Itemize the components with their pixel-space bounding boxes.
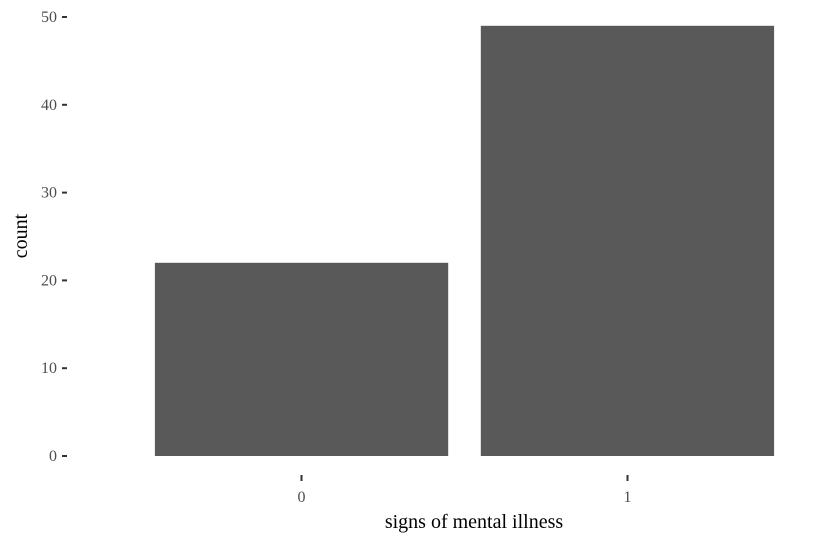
bar-0 [154,262,449,456]
x-tick-label-1: 1 [624,489,632,506]
bars-layer [154,25,775,457]
y-tick-label-10: 10 [41,360,57,377]
y-tick-label-20: 20 [41,272,57,289]
y-axis: 0 10 20 30 40 50 [41,9,67,465]
x-tick-label-0: 0 [298,489,306,506]
y-tick-label-30: 30 [41,185,57,202]
y-axis-title: count [10,213,32,258]
x-axis-title: signs of mental illness [385,511,564,533]
y-tick-label-50: 50 [41,9,57,26]
y-tick-label-40: 40 [41,97,57,114]
y-tick-label-0: 0 [49,448,57,465]
bar-1 [480,25,775,457]
